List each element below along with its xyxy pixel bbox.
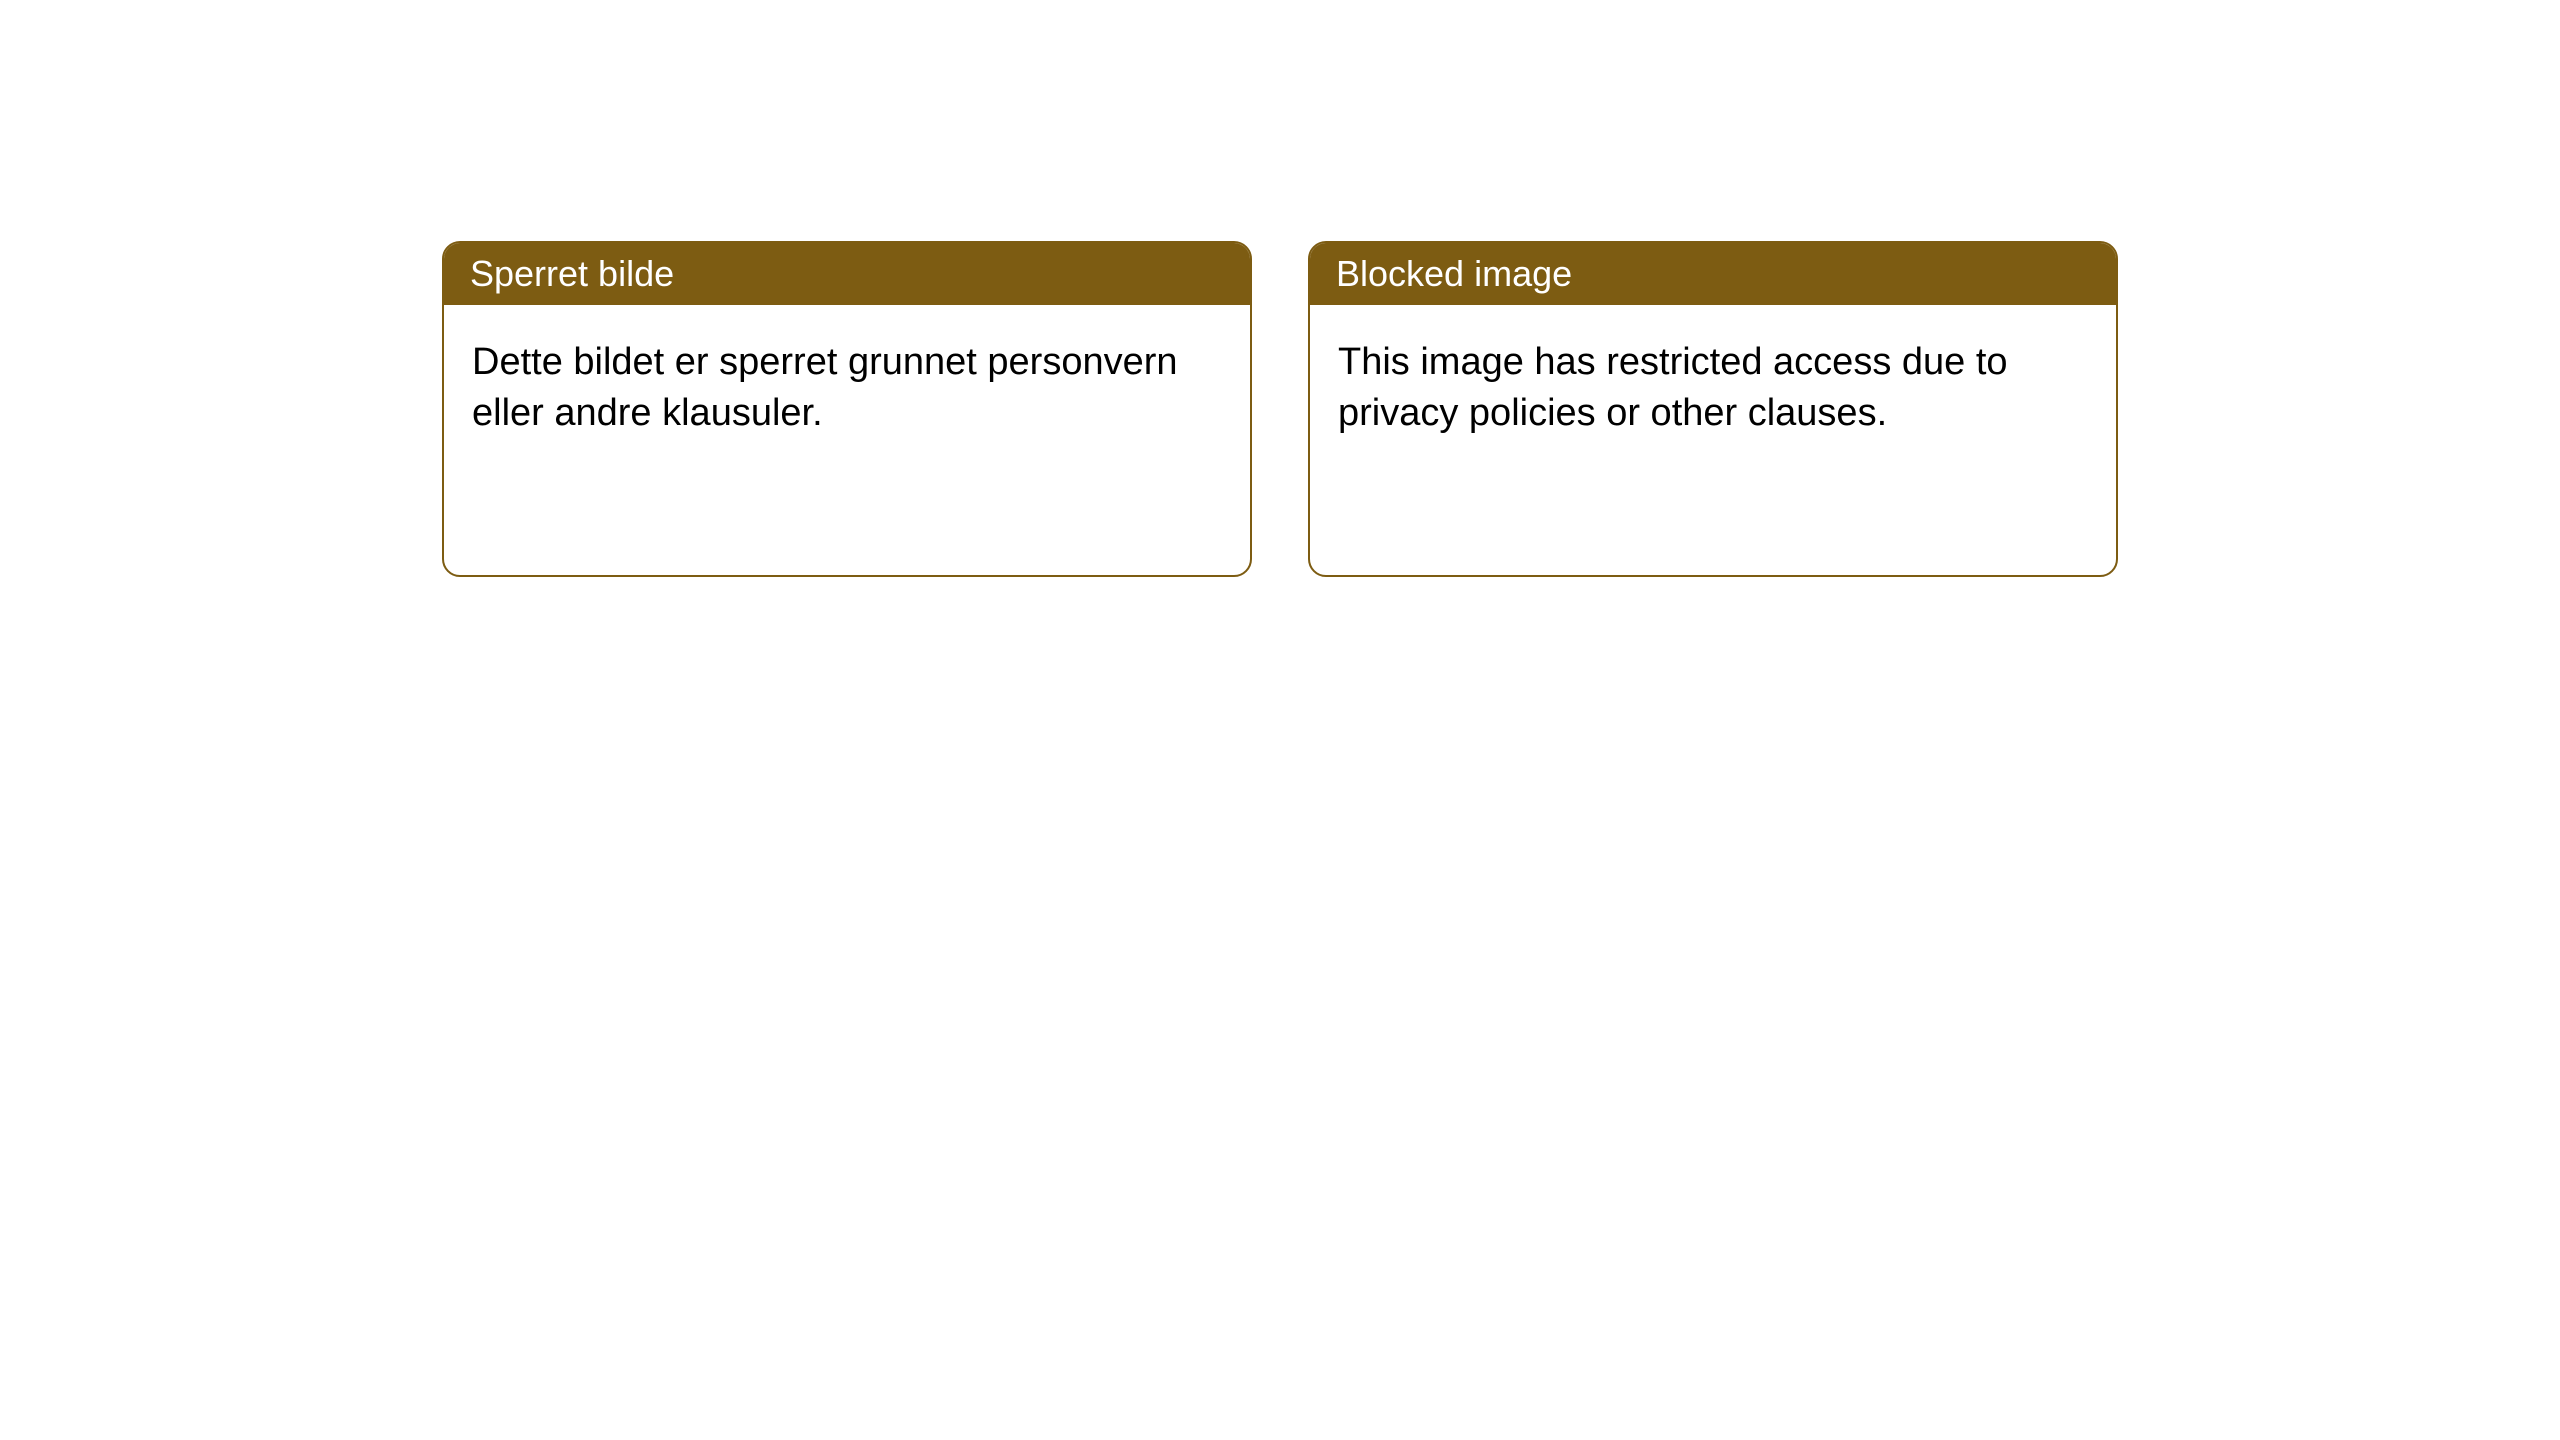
card-body: Dette bildet er sperret grunnet personve… (444, 305, 1250, 575)
notice-container: Sperret bilde Dette bildet er sperret gr… (442, 241, 2118, 577)
card-header: Blocked image (1310, 243, 2116, 305)
card-title: Blocked image (1336, 253, 1572, 294)
card-header: Sperret bilde (444, 243, 1250, 305)
card-text: This image has restricted access due to … (1338, 341, 2008, 434)
card-body: This image has restricted access due to … (1310, 305, 2116, 575)
card-title: Sperret bilde (470, 253, 674, 294)
notice-card-english: Blocked image This image has restricted … (1308, 241, 2118, 577)
notice-card-norwegian: Sperret bilde Dette bildet er sperret gr… (442, 241, 1252, 577)
card-text: Dette bildet er sperret grunnet personve… (472, 341, 1178, 434)
